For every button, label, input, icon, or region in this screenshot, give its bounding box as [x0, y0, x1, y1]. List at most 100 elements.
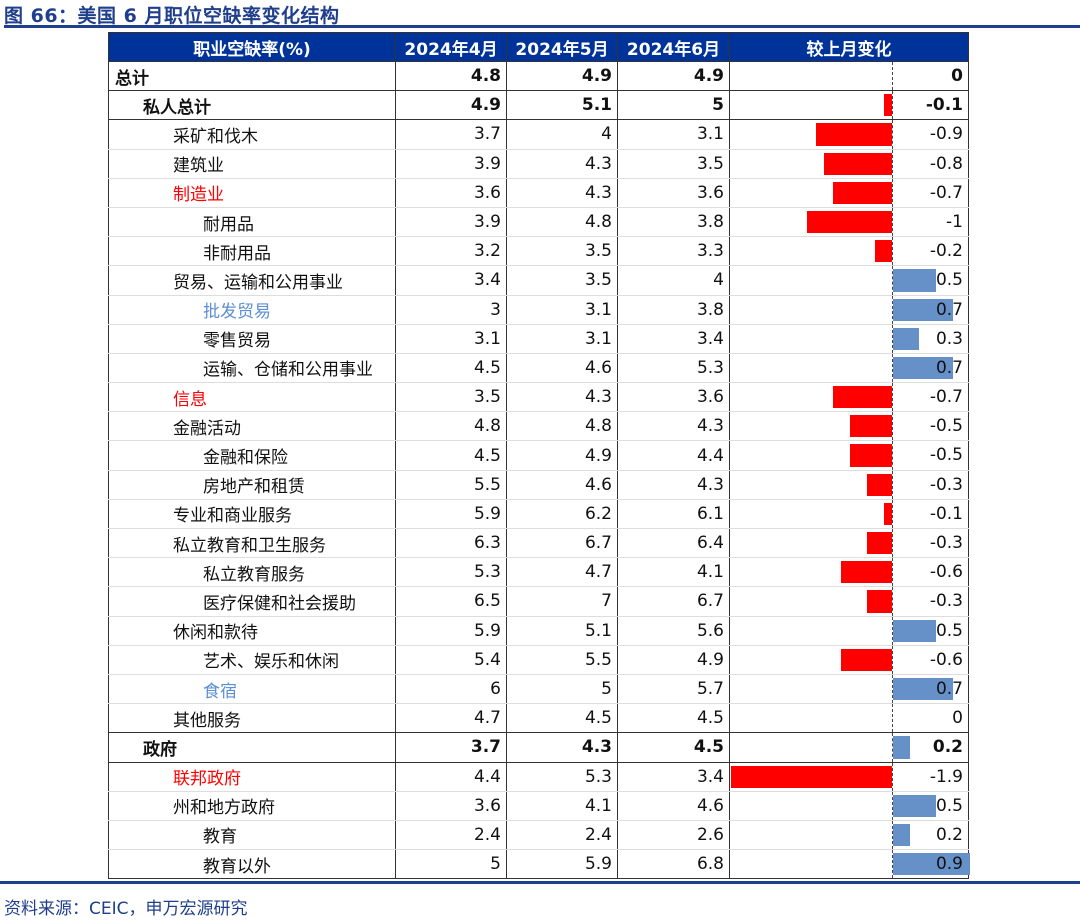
table-row: 专业和商业服务 5.9 6.2 6.1 -0.1 [108, 499, 969, 530]
zero-axis [892, 733, 893, 762]
table-row: 教育以外 5 5.9 6.8 0.9 [108, 849, 970, 880]
value-apr: 5.3 [395, 557, 507, 588]
value-jun: 4.5 [617, 732, 730, 763]
row-label: 总计 [108, 61, 396, 92]
row-label: 批发贸易 [108, 295, 396, 325]
row-label: 食宿 [108, 674, 396, 705]
row-label: 私立教育服务 [108, 557, 396, 588]
change-value: -0.5 [929, 445, 963, 466]
row-label: 联邦政府 [108, 762, 396, 792]
header-jun: 2024年6月 [617, 32, 730, 62]
value-may: 4.6 [506, 470, 618, 500]
table-row: 贸易、运输和公用事业 3.4 3.5 4 0.5 [108, 265, 969, 296]
zero-axis [892, 178, 893, 207]
value-jun: 3.8 [617, 295, 730, 325]
value-apr: 5 [395, 849, 507, 880]
zero-axis [892, 674, 893, 704]
change-value: -0.6 [929, 649, 963, 670]
value-may: 4.3 [506, 149, 618, 179]
change-cell: -0.3 [729, 586, 969, 617]
value-may: 4 [506, 119, 618, 150]
row-label: 采矿和伐木 [108, 119, 396, 150]
value-apr: 3.6 [395, 791, 507, 821]
row-label: 零售贸易 [108, 324, 396, 354]
value-may: 5 [506, 674, 618, 705]
change-cell: 0.7 [729, 674, 969, 705]
row-label: 教育以外 [108, 849, 396, 880]
value-apr: 3.2 [395, 236, 507, 267]
row-label: 信息 [108, 382, 396, 413]
table-row: 食宿 6 5 5.7 0.7 [108, 674, 969, 705]
change-cell: -0.5 [729, 411, 969, 442]
row-label: 耐用品 [108, 207, 396, 238]
value-apr: 2.4 [395, 820, 507, 851]
row-label: 私立教育和卫生服务 [108, 528, 396, 559]
zero-axis [892, 616, 893, 645]
vacancy-table: 职业空缺率(%) 2024年4月 2024年5月 2024年6月 较上月变化 总… [108, 32, 970, 880]
table-row: 金融活动 4.8 4.8 4.3 -0.5 [108, 411, 969, 442]
zero-axis [892, 499, 893, 528]
positive-change-bar [893, 298, 953, 321]
value-jun: 5.6 [617, 616, 730, 646]
value-apr: 4.5 [395, 353, 507, 384]
negative-change-bar [883, 502, 892, 525]
value-apr: 3.7 [395, 732, 507, 763]
value-jun: 5.3 [617, 353, 730, 384]
change-cell: -1 [729, 207, 969, 238]
change-cell: 0 [729, 703, 969, 734]
value-apr: 3.5 [395, 382, 507, 413]
table-row: 私人总计 4.9 5.1 5 -0.1 [108, 90, 969, 121]
value-may: 5.1 [506, 90, 618, 121]
change-cell: 0.5 [729, 791, 969, 821]
negative-change-bar [807, 210, 892, 234]
zero-axis [892, 412, 893, 441]
table-row: 其他服务 4.7 4.5 4.5 0 [108, 703, 969, 734]
table-row: 私立教育和卫生服务 6.3 6.7 6.4 -0.3 [108, 528, 969, 559]
change-value: -0.7 [929, 387, 963, 408]
change-value: 0.5 [935, 795, 963, 816]
value-may: 3.5 [506, 236, 618, 267]
value-apr: 4.8 [395, 61, 507, 92]
value-jun: 4.9 [617, 61, 730, 92]
table-row: 教育 2.4 2.4 2.6 0.2 [108, 820, 969, 851]
zero-axis [892, 470, 893, 499]
change-value: 0.2 [932, 737, 963, 758]
positive-change-bar [893, 794, 936, 817]
value-may: 4.3 [506, 382, 618, 413]
value-may: 4.8 [506, 207, 618, 238]
change-value: 0.5 [935, 620, 963, 641]
value-apr: 3.6 [395, 178, 507, 208]
change-value: 0.5 [935, 270, 963, 291]
value-apr: 6.3 [395, 528, 507, 559]
row-label: 专业和商业服务 [108, 499, 396, 530]
value-may: 4.8 [506, 411, 618, 442]
source-note: 资料来源：CEIC，申万宏源研究 [4, 899, 248, 919]
change-value: -0.3 [929, 474, 963, 495]
table-row: 零售贸易 3.1 3.1 3.4 0.3 [108, 324, 969, 354]
value-may: 5.9 [506, 849, 618, 880]
positive-change-bar [893, 619, 936, 642]
row-label: 其他服务 [108, 703, 396, 734]
table-row: 批发贸易 3 3.1 3.8 0.7 [108, 295, 969, 325]
row-label: 艺术、娱乐和休闲 [108, 645, 396, 675]
value-may: 4.3 [506, 732, 618, 763]
change-value: -0.5 [929, 416, 963, 437]
title-rule [4, 25, 1080, 28]
row-label: 州和地方政府 [108, 791, 396, 821]
positive-change-bar [893, 269, 936, 292]
change-cell: -0.1 [729, 90, 969, 121]
change-value: -0.7 [929, 182, 963, 203]
row-label: 贸易、运输和公用事业 [108, 265, 396, 296]
change-cell: -0.6 [729, 645, 969, 675]
change-value: -0.8 [929, 153, 963, 174]
zero-axis [892, 237, 893, 266]
change-cell: -0.6 [729, 557, 969, 588]
row-label: 运输、仓储和公用事业 [108, 353, 396, 384]
zero-axis [892, 324, 893, 353]
zero-axis [892, 529, 893, 558]
table-row: 私立教育服务 5.3 4.7 4.1 -0.6 [108, 557, 969, 588]
value-jun: 6.4 [617, 528, 730, 559]
value-jun: 3.6 [617, 382, 730, 413]
change-value: -0.9 [929, 124, 963, 145]
change-value: -0.6 [929, 562, 963, 583]
